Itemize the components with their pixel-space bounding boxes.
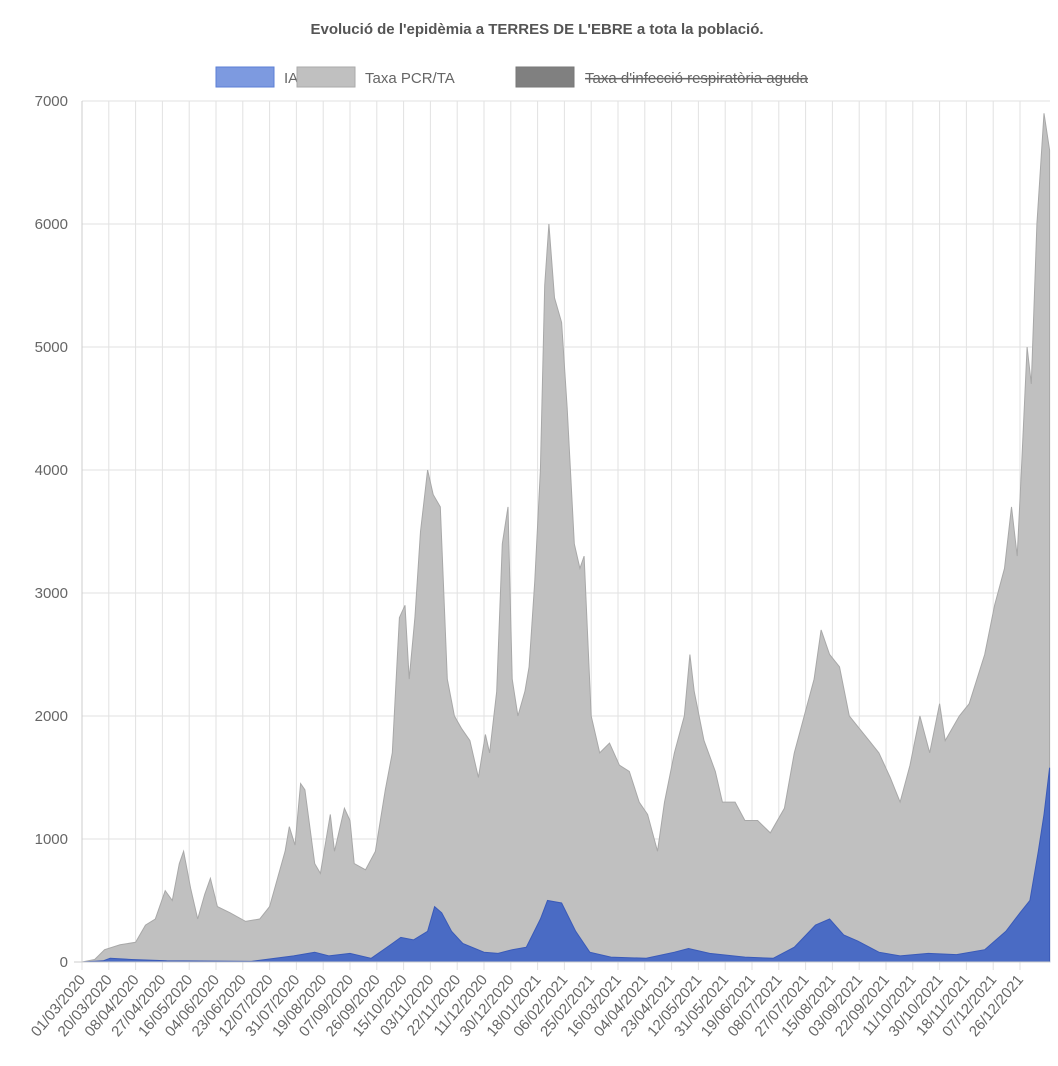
y-tick-label: 1000 bbox=[35, 831, 68, 848]
y-tick-label: 5000 bbox=[35, 339, 68, 356]
y-tick-label: 2000 bbox=[35, 708, 68, 725]
legend: IA7 Taxa PCR/TA Taxa d'infecció respirat… bbox=[215, 66, 809, 88]
series-area-ia7 bbox=[81, 767, 1051, 963]
x-axis: 01/03/202020/03/202008/04/202027/04/2020… bbox=[28, 961, 1050, 1040]
y-tick-label: 0 bbox=[60, 954, 68, 971]
y-tick-label: 6000 bbox=[35, 216, 68, 233]
y-tick-label: 4000 bbox=[35, 462, 68, 479]
legend-item-pcr[interactable]: Taxa PCR/TA bbox=[296, 66, 455, 88]
chart-title: Evolució de l'epidèmia a TERRES DE L'EBR… bbox=[310, 21, 763, 38]
y-tick-label: 7000 bbox=[35, 93, 68, 110]
legend-item-ia7[interactable]: IA7 bbox=[215, 66, 307, 88]
legend-item-ira[interactable]: Taxa d'infecció respiratòria aguda bbox=[515, 66, 809, 88]
svg-text:Taxa PCR/TA: Taxa PCR/TA bbox=[365, 70, 455, 87]
y-axis: 0 1000 2000 3000 4000 5000 6000 7000 bbox=[35, 93, 83, 971]
series-area-taxa-pcr-ta bbox=[81, 113, 1051, 963]
svg-text:Taxa d'infecció respiratòria a: Taxa d'infecció respiratòria aguda bbox=[585, 70, 809, 87]
plot-areas bbox=[81, 113, 1051, 963]
y-tick-label: 3000 bbox=[35, 585, 68, 602]
